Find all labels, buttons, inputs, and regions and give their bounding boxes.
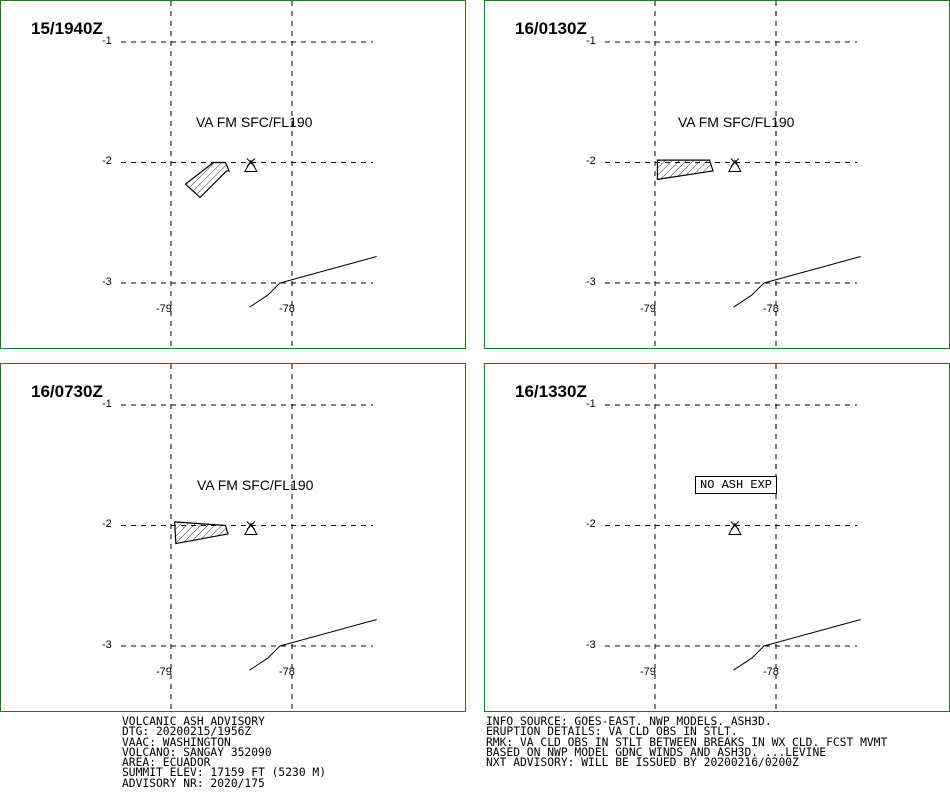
no-ash-label: NO ASH EXP [695, 476, 778, 494]
lat-tick-2: -2 [586, 518, 596, 530]
forecast-panel-2: 16/0130Z -1 -2 -3 -79 -78 VA FM SFC/FL19… [484, 0, 950, 349]
lat-tick-1: -1 [586, 35, 596, 47]
coastline [733, 645, 765, 671]
info-line: INFO SOURCE: GOES-EAST. NWP MODELS. ASH3… [486, 715, 772, 728]
ash-cloud-area [173, 521, 229, 545]
ash-label: VA FM SFC/FL190 [678, 114, 795, 130]
panel-time: 15/1940Z [31, 19, 103, 38]
panel-time: 16/0730Z [31, 382, 103, 401]
lon-tick-1: -79 [640, 303, 656, 315]
lon-tick-2: -78 [763, 303, 779, 315]
ash-label: VA FM SFC/FL190 [196, 114, 313, 130]
info-line: ADVISORY NR: 2020/175 [122, 776, 265, 790]
lat-tick-3: -3 [102, 639, 112, 651]
advisory-info-left: VOLCANIC ASH ADVISORY DTG: 20200215/1956Z… [122, 715, 327, 790]
info-line: DTG: 20200215/1956Z [122, 725, 252, 739]
advisory-info-right: INFO SOURCE: GOES-EAST. NWP MODELS. ASH3… [486, 715, 888, 770]
info-line: VOLCANIC ASH ADVISORY [122, 715, 265, 728]
coastline [763, 256, 861, 284]
info-line: BASED ON NWP MODEL GDNC WINDS AND ASH3D.… [486, 745, 827, 759]
lat-tick-1: -1 [586, 398, 596, 410]
volcano-icon [728, 158, 742, 172]
coastline [279, 256, 377, 284]
lat-tick-3: -3 [586, 639, 596, 651]
lon-tick-1: -79 [156, 303, 172, 315]
ash-cloud-area [656, 159, 714, 181]
lon-tick-1: -79 [156, 666, 172, 678]
lon-tick-2: -78 [279, 666, 295, 678]
coastline [733, 282, 765, 308]
lat-tick-1: -1 [102, 35, 112, 47]
lon-tick-2: -78 [763, 666, 779, 678]
coastline [249, 282, 281, 308]
map-canvas [605, 364, 861, 711]
lat-tick-2: -2 [586, 155, 596, 167]
volcano-icon [728, 521, 742, 535]
info-line: RMK: VA CLD OBS IN STLT BETWEEN BREAKS I… [486, 735, 888, 749]
coastline [249, 645, 281, 671]
lat-tick-3: -3 [586, 276, 596, 288]
info-line: VAAC: WASHINGTON [122, 735, 231, 749]
panel-time: 16/0130Z [515, 19, 587, 38]
forecast-panel-4: 16/1330Z -1 -2 -3 -79 -78 NO ASH EXP [484, 363, 950, 712]
info-line: NXT ADVISORY: WILL BE ISSUED BY 20200216… [486, 756, 799, 770]
info-line: VOLCANO: SANGAY 352090 [122, 745, 272, 759]
volcano-icon [244, 521, 258, 535]
info-line: AREA: ECUADOR [122, 756, 211, 770]
info-line: ERUPTION DETAILS: VA CLD OBS IN STLT. [486, 725, 738, 739]
lat-tick-1: -1 [102, 398, 112, 410]
lon-tick-2: -78 [279, 303, 295, 315]
panel-time: 16/1330Z [515, 382, 587, 401]
lon-tick-1: -79 [640, 666, 656, 678]
map-canvas [121, 1, 377, 348]
map-canvas [121, 364, 377, 711]
forecast-panel-3: 16/0730Z -1 -2 -3 -79 -78 VA FM SFC/FL19… [0, 363, 466, 712]
volcano-icon [244, 158, 258, 172]
lat-tick-3: -3 [102, 276, 112, 288]
lat-tick-2: -2 [102, 518, 112, 530]
map-canvas [605, 1, 861, 348]
info-line: SUMMIT ELEV: 17159 FT (5230 M) [122, 766, 327, 780]
coastline [763, 619, 861, 647]
ash-label: VA FM SFC/FL190 [197, 477, 314, 493]
forecast-panel-1: 15/1940Z -1 -2 -3 -79 -78 VA FM SFC/FL19… [0, 0, 466, 349]
ash-cloud-area [184, 161, 230, 199]
lat-tick-2: -2 [102, 155, 112, 167]
coastline [279, 619, 377, 647]
